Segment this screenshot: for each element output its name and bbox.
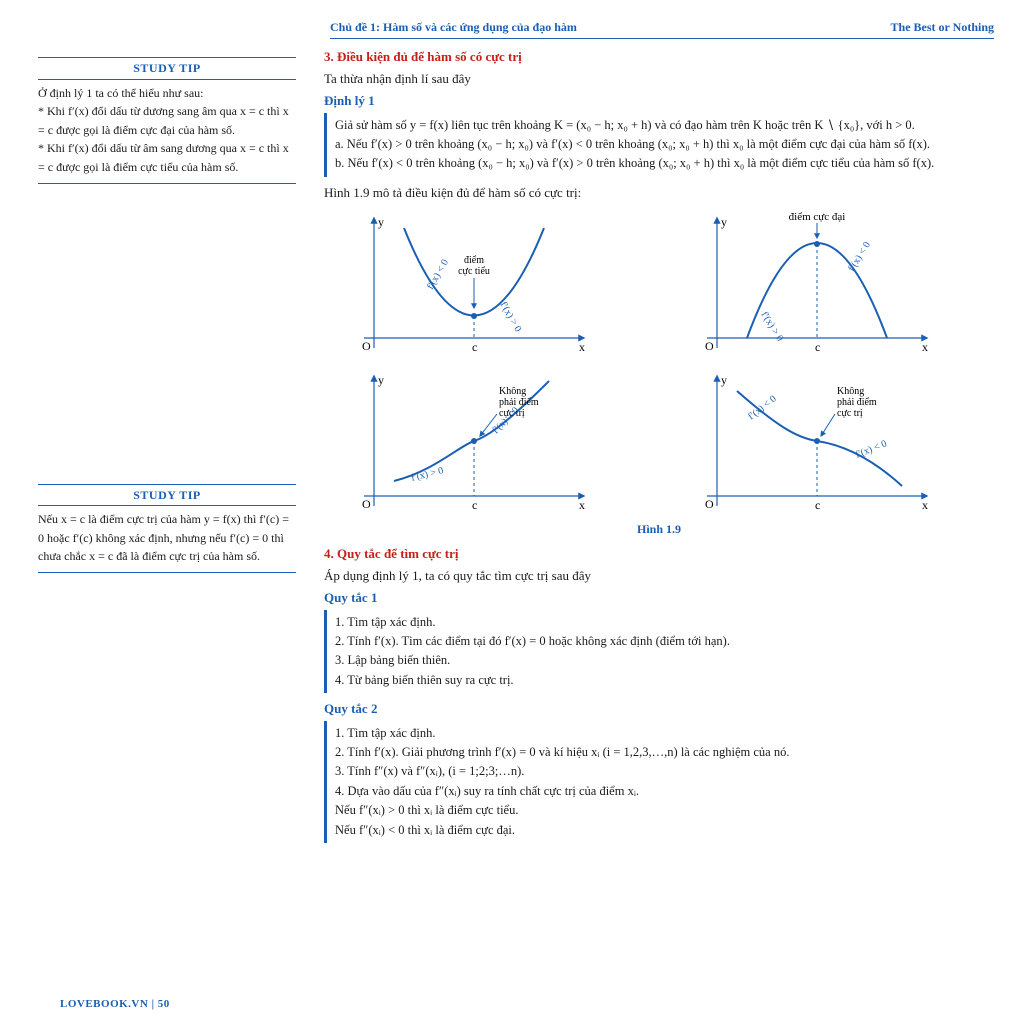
svg-text:cực tiểu: cực tiểu	[458, 266, 490, 277]
svg-text:Không: Không	[499, 386, 526, 397]
section-4-intro: Áp dụng định lý 1, ta có quy tắc tìm cực…	[324, 566, 994, 586]
figure-caption: Hình 1.9	[324, 520, 994, 538]
theorem-1-body: Giả sử hàm số y = f(x) liên tục trên kho…	[324, 113, 994, 177]
section-3-title: 3. Điều kiện đủ để hàm số có cực trị	[324, 47, 994, 67]
rule-1-body: 1. Tìm tập xác định. 2. Tính f′(x). Tìm …	[324, 610, 994, 694]
rule-1-title: Quy tắc 1	[324, 588, 994, 608]
header-left: Chủ đề 1: Hàm số và các ứng dụng của đạo…	[330, 18, 577, 36]
sidebar: STUDY TIP Ở định lý 1 ta có thể hiểu như…	[30, 47, 310, 849]
svg-text:f′(x) < 0: f′(x) < 0	[746, 394, 779, 423]
rule-2-title: Quy tắc 2	[324, 699, 994, 719]
theorem-1-title: Định lý 1	[324, 91, 994, 111]
svg-text:y: y	[378, 373, 384, 387]
svg-text:f′(x) > 0: f′(x) > 0	[497, 300, 523, 334]
svg-text:O: O	[362, 339, 371, 353]
svg-text:y: y	[721, 373, 727, 387]
svg-text:phải điểm: phải điểm	[837, 397, 877, 408]
study-tip-1-title: STUDY TIP	[38, 57, 296, 80]
svg-text:O: O	[362, 497, 371, 511]
svg-text:phải điểm: phải điểm	[499, 397, 539, 408]
svg-text:x: x	[922, 340, 928, 354]
svg-text:c: c	[815, 498, 820, 512]
svg-text:f′(x) < 0: f′(x) < 0	[846, 240, 873, 274]
svg-text:x: x	[579, 498, 585, 512]
svg-text:điểm cực đại: điểm cực đại	[789, 211, 846, 223]
svg-text:x: x	[922, 498, 928, 512]
svg-text:x: x	[579, 340, 585, 354]
chart-max: điểm cực đại O c x y f′(x) > 0 f′(x) < 0	[667, 208, 947, 358]
svg-text:Không: Không	[837, 386, 864, 397]
study-tip-1-body: Ở định lý 1 ta có thể hiểu như sau: * Kh…	[38, 84, 296, 177]
study-tip-2-body: Nếu x = c là điểm cực trị của hàm y = f(…	[38, 510, 296, 566]
svg-text:điểm: điểm	[464, 255, 484, 266]
study-tip-2: STUDY TIP Nếu x = c là điểm cực trị của …	[30, 484, 304, 573]
study-tip-2-title: STUDY TIP	[38, 484, 296, 507]
header-right: The Best or Nothing	[891, 18, 994, 36]
chart-min: O c x y điểm cực tiểu f′(x) < 0 f′(x) > …	[324, 208, 604, 358]
section-3-intro: Ta thừa nhận định lí sau đây	[324, 69, 994, 89]
svg-text:c: c	[815, 340, 820, 354]
svg-text:c: c	[472, 498, 477, 512]
figure-intro: Hình 1.9 mô tả điều kiện đủ để hàm số có…	[324, 183, 994, 203]
svg-text:y: y	[378, 215, 384, 229]
chart-inflect-down: O c x y Không phải điểm cực trị f′(x) < …	[667, 366, 947, 516]
page-header: Chủ đề 1: Hàm số và các ứng dụng của đạo…	[330, 18, 994, 39]
chart-inflect-up: O c x y Không phải điểm cực trị f′(x) > …	[324, 366, 604, 516]
svg-text:f′(x) < 0: f′(x) < 0	[425, 258, 451, 292]
figure-1-9: O c x y điểm cực tiểu f′(x) < 0 f′(x) > …	[324, 208, 994, 516]
section-4-title: 4. Quy tắc để tìm cực trị	[324, 544, 994, 564]
svg-text:cực trị: cực trị	[837, 408, 863, 419]
rule-2-body: 1. Tìm tập xác định. 2. Tính f′(x). Giải…	[324, 721, 994, 843]
svg-text:O: O	[705, 497, 714, 511]
study-tip-1: STUDY TIP Ở định lý 1 ta có thể hiểu như…	[30, 57, 304, 184]
svg-text:f′(x) > 0: f′(x) > 0	[410, 465, 445, 484]
page-footer: LOVEBOOK.VN | 50	[60, 996, 170, 1013]
svg-text:O: O	[705, 339, 714, 353]
svg-text:y: y	[721, 215, 727, 229]
main-content: 3. Điều kiện đủ để hàm số có cực trị Ta …	[320, 47, 994, 849]
svg-text:c: c	[472, 340, 477, 354]
svg-text:f′(x) < 0: f′(x) < 0	[854, 438, 889, 460]
